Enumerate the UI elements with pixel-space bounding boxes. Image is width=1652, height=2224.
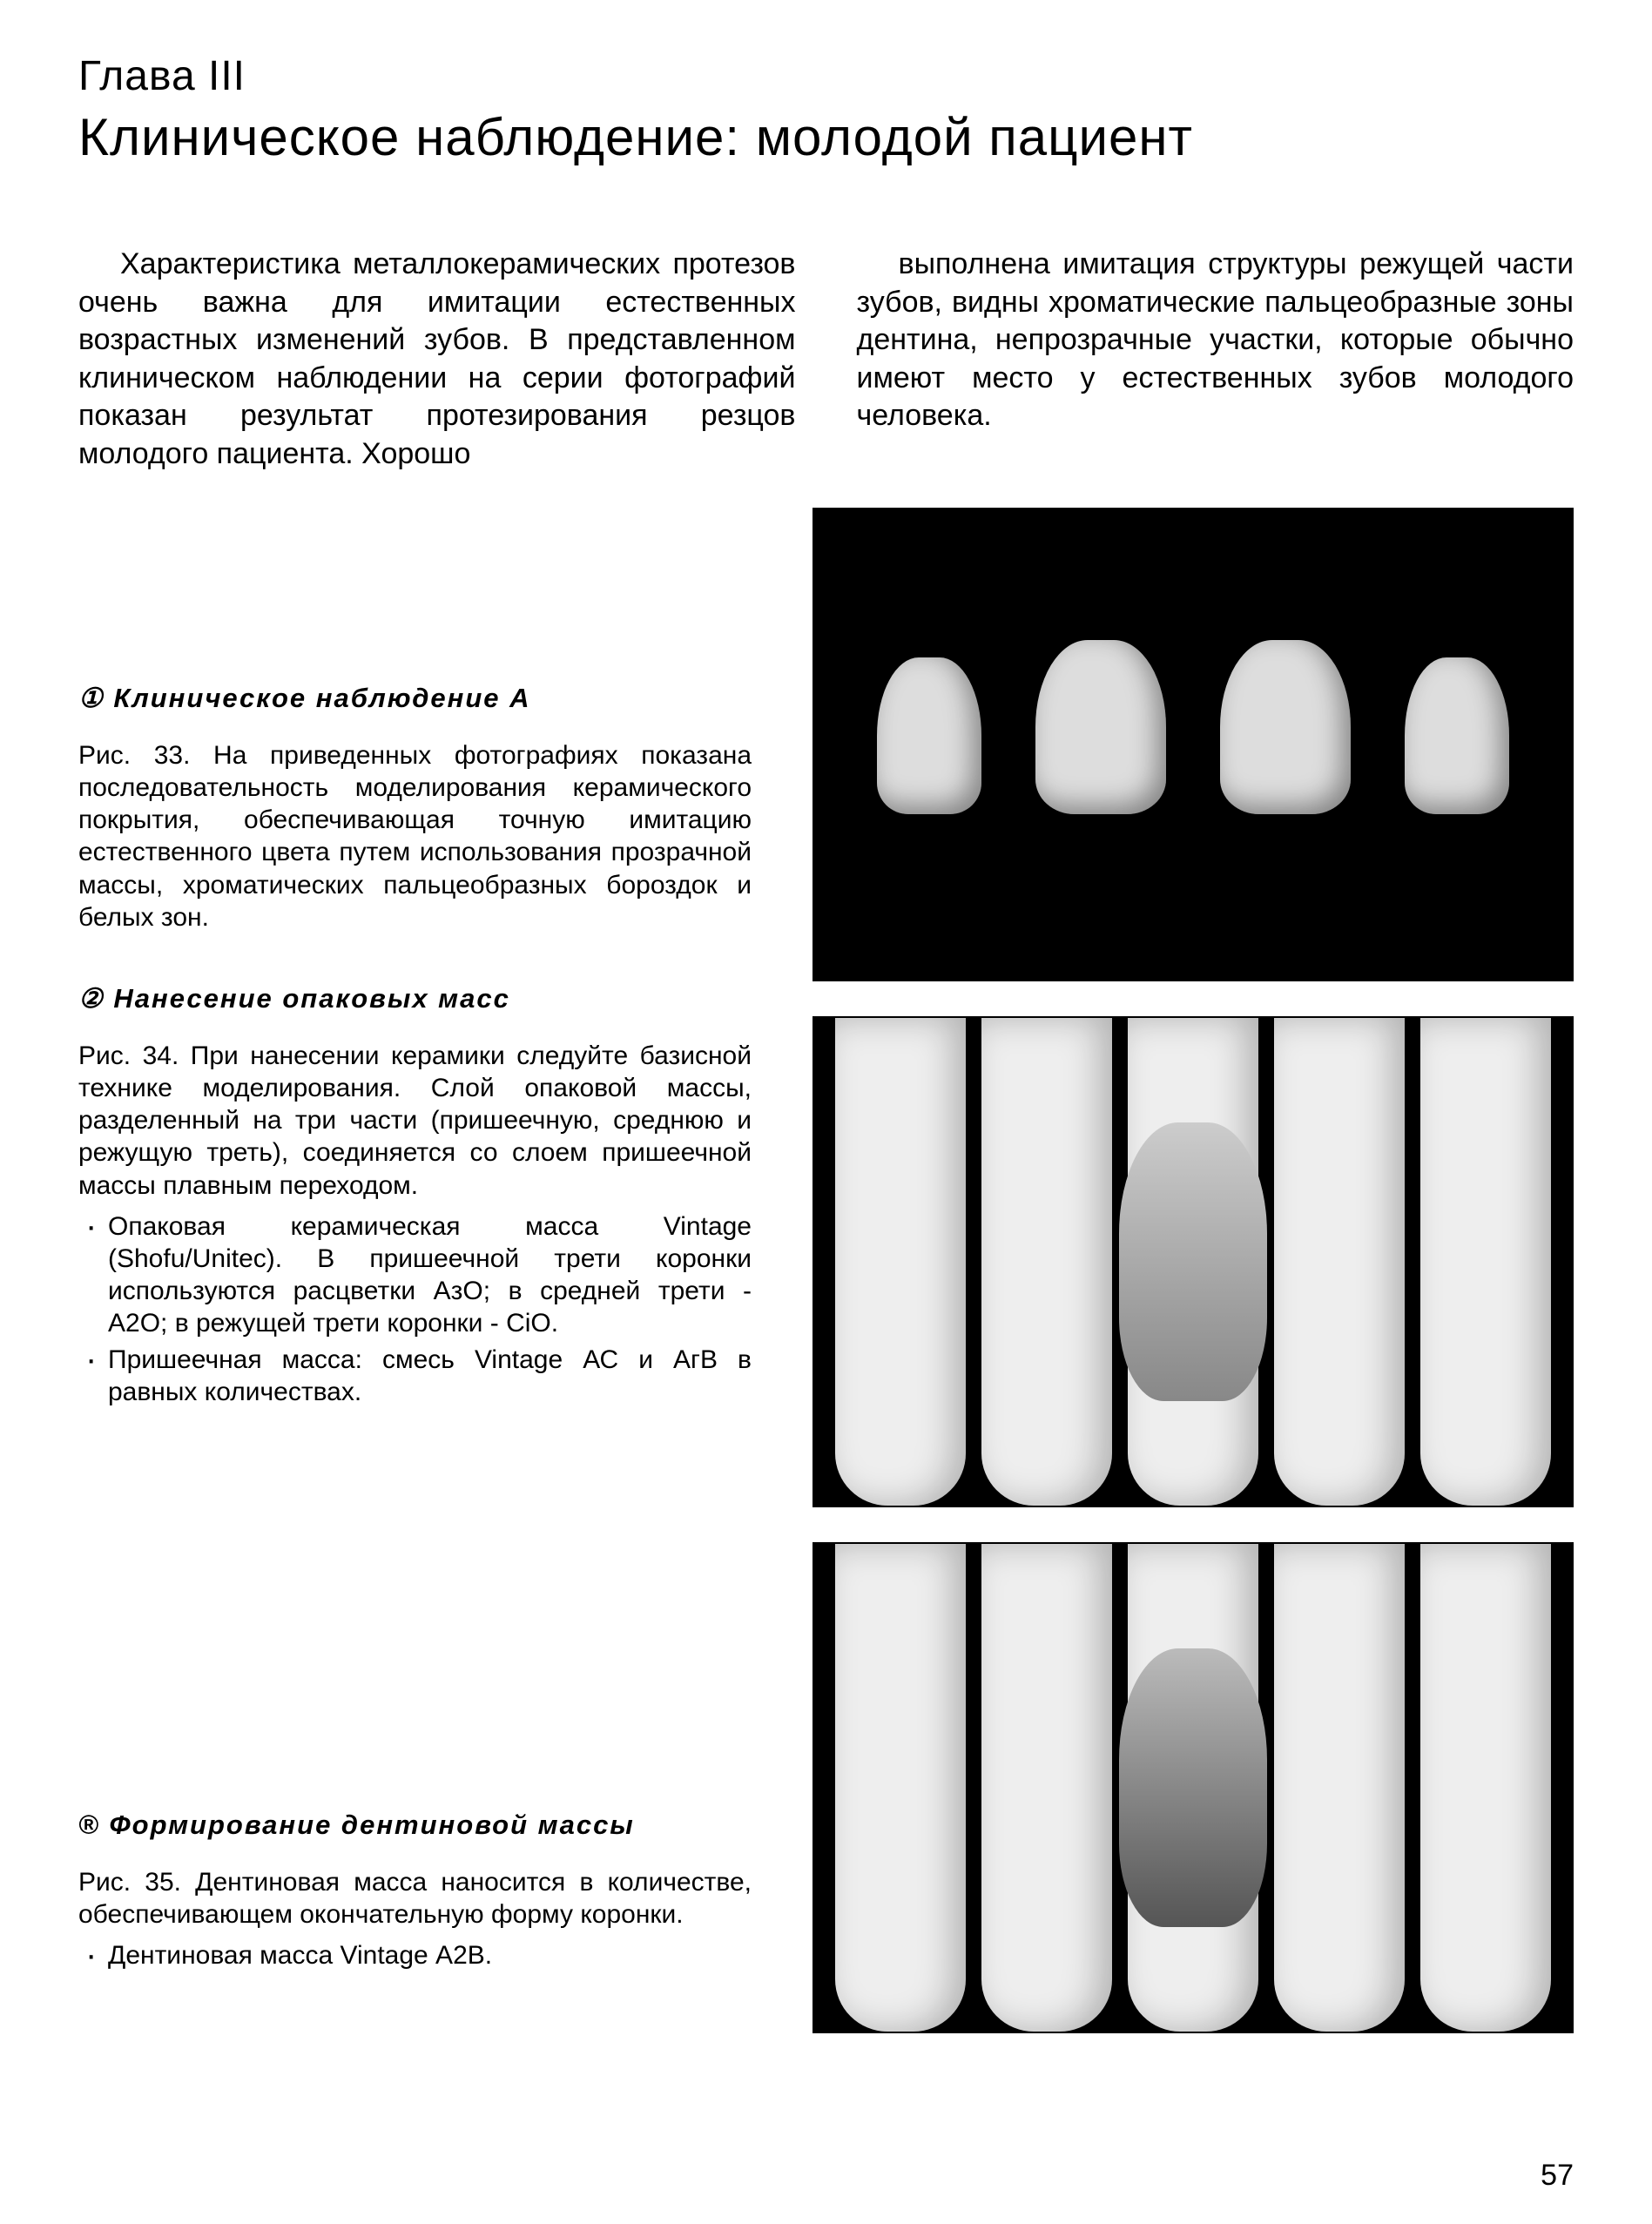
section-1-paragraph: Рис. 33. На приведенных фотографиях пока… [78, 739, 752, 933]
figure-35-image [813, 1542, 1574, 2033]
tooth-icon [1274, 1018, 1405, 1506]
prepared-tooth-icon [1119, 1122, 1267, 1401]
intro-left-paragraph: Характеристика металлокерамических проте… [78, 246, 796, 473]
main-two-column: ① Клиническое наблюдение А Рис. 33. На п… [78, 508, 1574, 2033]
section-2-heading: ② Нанесение опаковых масс [78, 982, 752, 1015]
vertical-spacer [78, 1412, 752, 1760]
tooth-icon [835, 1544, 966, 2032]
tooth-icon [1420, 1018, 1551, 1506]
tooth-icon [1220, 640, 1351, 814]
list-item: Дентиновая масса Vintage А2В. [108, 1939, 752, 1971]
teeth-illustration [814, 640, 1572, 814]
figure-34-image [813, 1016, 1574, 1507]
tooth-icon [1035, 640, 1166, 814]
right-figure-column [813, 508, 1574, 2033]
tooth-icon [835, 1018, 966, 1506]
list-item: Пришеечная масса: смесь Vintage АС и АгВ… [108, 1344, 752, 1408]
intro-columns: Характеристика металлокерамических проте… [78, 246, 1574, 473]
left-text-column: ① Клиническое наблюдение А Рис. 33. На п… [78, 508, 752, 2033]
section-2-bullets: Опаковая керамическая масса Vintage (Sho… [78, 1210, 752, 1408]
section-3-bullets: Дентиновая масса Vintage А2В. [78, 1939, 752, 1971]
tooth-icon [981, 1544, 1112, 2032]
tooth-icon [1420, 1544, 1551, 2032]
chapter-label: Глава III [78, 52, 1574, 100]
tooth-icon [877, 657, 981, 814]
section-3-heading: ® Формирование дентиновой массы [78, 1809, 752, 1842]
section-2-paragraph: Рис. 34. При нанесении керамики следуйте… [78, 1040, 752, 1202]
chapter-title: Клиническое наблюдение: молодой пациент [78, 107, 1574, 167]
tooth-icon [1274, 1544, 1405, 2032]
tooth-icon [981, 1018, 1112, 1506]
section-1-heading: ① Клиническое наблюдение А [78, 682, 752, 715]
tooth-icon [1405, 657, 1509, 814]
figure-33-image [813, 508, 1574, 981]
section-3-paragraph: Рис. 35. Дентиновая масса наносится в ко… [78, 1866, 752, 1931]
dentin-buildup-icon [1119, 1648, 1267, 1927]
page-number: 57 [1541, 2159, 1574, 2193]
intro-right-paragraph: выполнена имитация структуры режущей час… [857, 246, 1574, 473]
list-item: Опаковая керамическая масса Vintage (Sho… [108, 1210, 752, 1340]
page: Глава III Клиническое наблюдение: молодо… [0, 0, 1652, 2224]
